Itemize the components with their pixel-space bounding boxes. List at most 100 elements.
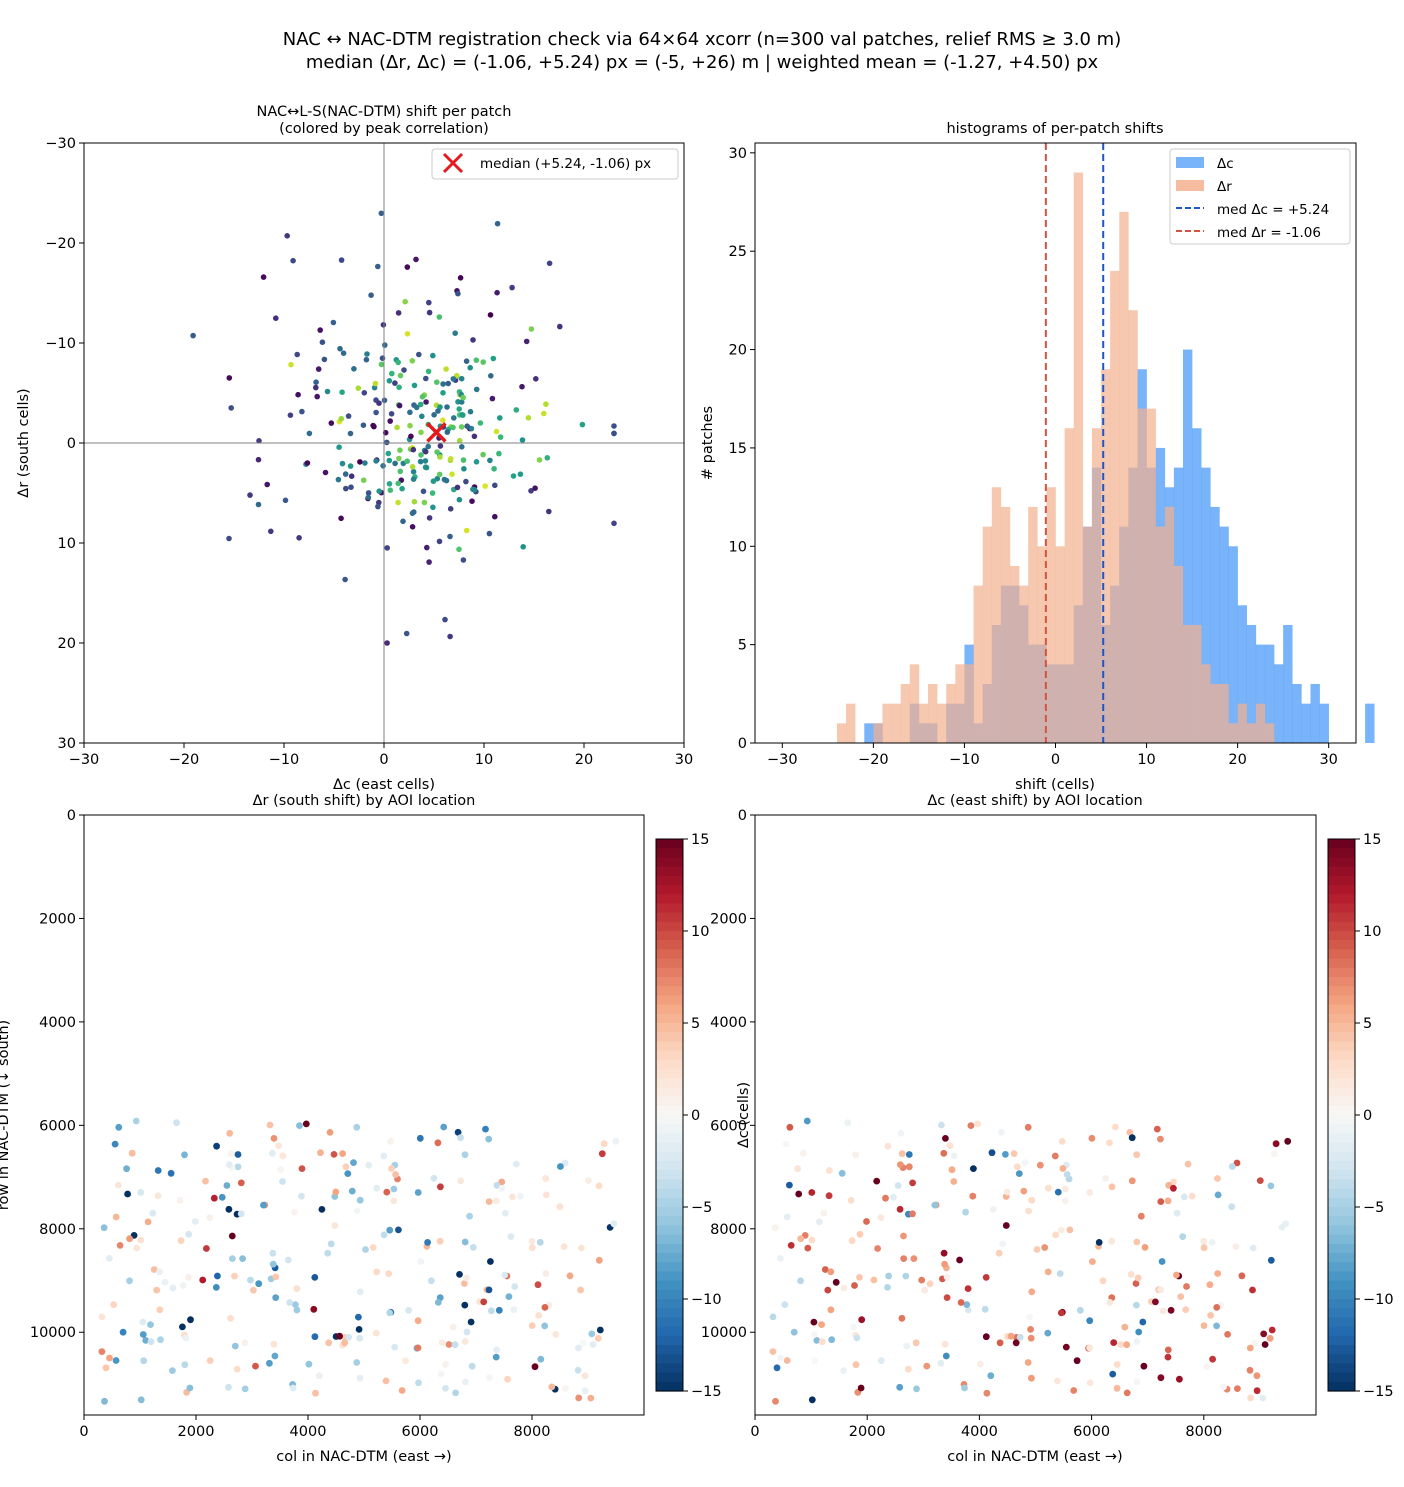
shift-point	[543, 401, 549, 408]
location-point	[112, 1213, 120, 1221]
colorbar-segment	[656, 1004, 683, 1015]
location-point	[223, 1182, 231, 1189]
location-point	[874, 1245, 881, 1252]
shift-point	[387, 418, 394, 424]
location-point	[1062, 1185, 1069, 1193]
location-point	[1007, 1332, 1015, 1340]
location-point	[142, 1337, 150, 1344]
location-point	[468, 1362, 476, 1370]
colorbar-segment	[656, 1105, 683, 1116]
location-point	[247, 1276, 254, 1284]
x-tick-label: −20	[169, 752, 200, 768]
y-tick-label: 4000	[710, 1015, 747, 1031]
shift-point	[400, 518, 406, 525]
shift-point	[480, 451, 486, 458]
colorbar-segment	[1328, 1197, 1355, 1208]
shift-point	[397, 447, 403, 454]
location-point	[585, 1177, 592, 1184]
shift-point	[409, 510, 416, 516]
shift-point	[255, 456, 262, 463]
colorbar-segment	[1328, 1253, 1355, 1263]
shift-point	[437, 443, 444, 449]
location-point	[528, 1237, 536, 1245]
colorbar-segment	[656, 1372, 683, 1383]
location-point	[1108, 1237, 1116, 1245]
colorbar-segment	[656, 839, 683, 849]
location-point	[772, 1397, 779, 1405]
shift-point	[397, 468, 404, 475]
colorbar-segment	[656, 1124, 683, 1134]
colorbar-segment	[656, 866, 683, 877]
location-point	[790, 1328, 798, 1336]
location-point	[1106, 1299, 1114, 1306]
location-point	[386, 1309, 394, 1317]
shift-point	[313, 384, 319, 391]
location-point	[1266, 1334, 1274, 1342]
location-point	[998, 1129, 1005, 1136]
location-point	[1170, 1184, 1177, 1192]
shift-point	[404, 458, 411, 465]
location-point	[1157, 1198, 1165, 1205]
shift-point	[296, 535, 302, 541]
colorbar-segment	[656, 1335, 683, 1346]
location-point	[1003, 1188, 1011, 1196]
location-point	[231, 1272, 238, 1280]
x-tick-label: 4000	[961, 1424, 998, 1440]
shift-point	[436, 471, 443, 478]
location-point	[1232, 1243, 1240, 1250]
location-point	[528, 1244, 536, 1252]
location-point	[167, 1169, 175, 1177]
shift-point	[409, 524, 416, 530]
location-point	[903, 1342, 910, 1350]
colorbar-tick-label: 10	[691, 924, 709, 940]
colorbar-segment	[1328, 1225, 1355, 1236]
shift-scatter-points	[190, 210, 617, 646]
dc-map-y-ticks: 0 2000 4000 6000 8000 10000	[701, 808, 755, 1341]
location-point	[355, 1313, 362, 1321]
location-point	[1158, 1258, 1166, 1265]
location-point	[940, 1149, 948, 1157]
shift-point	[579, 421, 586, 428]
shift-point	[461, 466, 467, 472]
shift-point	[288, 361, 294, 368]
location-point	[815, 1218, 823, 1226]
location-point	[1139, 1318, 1147, 1326]
shift-point	[467, 408, 474, 415]
colorbar-segment	[656, 885, 683, 895]
shift-point	[388, 411, 395, 417]
shift-point	[347, 430, 354, 437]
location-point	[884, 1142, 892, 1150]
location-point	[424, 1239, 431, 1246]
location-point	[1164, 1197, 1172, 1205]
colorbar-segment	[1328, 1059, 1355, 1070]
location-point	[989, 1206, 997, 1213]
location-point	[311, 1274, 319, 1281]
location-point	[1052, 1231, 1059, 1239]
histogram-bar	[1319, 703, 1329, 743]
location-point	[1058, 1138, 1066, 1145]
dr-colorbar	[655, 838, 684, 1392]
location-point	[999, 1240, 1007, 1248]
shift-point	[335, 476, 342, 483]
location-point	[137, 1236, 145, 1244]
dr-map-y-ticks: 0 2000 4000 6000 8000 10000	[30, 808, 84, 1341]
location-point	[504, 1375, 511, 1383]
location-point	[847, 1197, 855, 1204]
location-point	[820, 1209, 828, 1217]
legend-cross-icon	[442, 152, 464, 174]
shift-point	[470, 337, 476, 343]
colorbar-segment	[656, 1188, 683, 1199]
location-point	[577, 1244, 585, 1252]
location-point	[126, 1277, 133, 1285]
location-point	[840, 1284, 848, 1292]
location-point	[463, 1274, 470, 1282]
shift-point	[437, 454, 443, 460]
colorbar-segment	[1328, 1023, 1355, 1033]
dc-colorbar-label: Δc (cells)	[736, 1082, 752, 1148]
shift-point	[357, 459, 363, 465]
shift-point	[447, 506, 454, 512]
location-point	[963, 1301, 971, 1308]
shift-point	[392, 460, 398, 467]
location-point	[844, 1119, 852, 1127]
location-point	[332, 1188, 340, 1196]
